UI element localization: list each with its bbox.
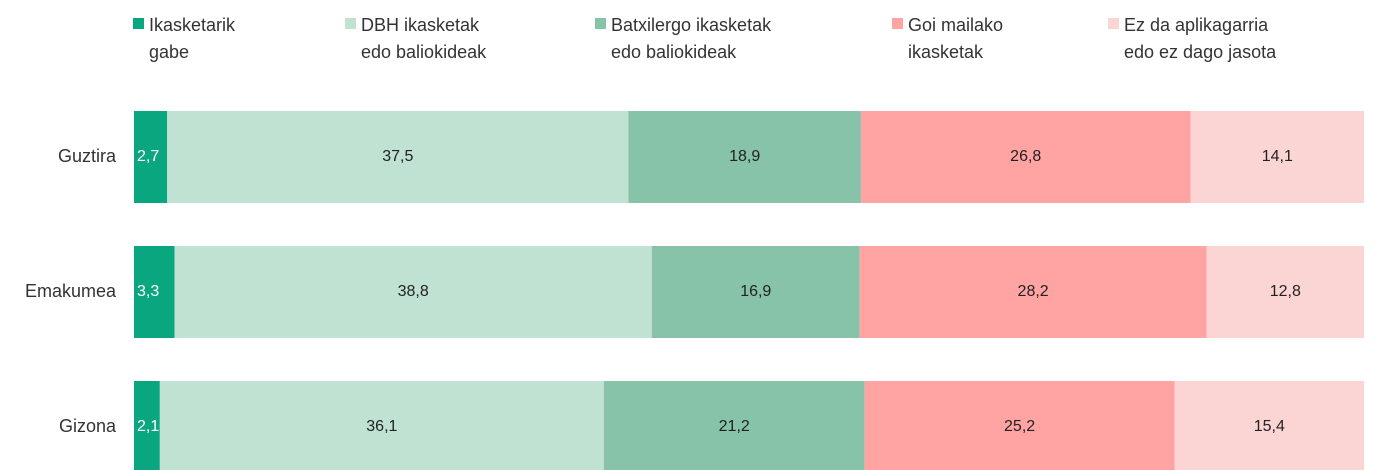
- legend-item: DBH ikasketak edo baliokideak: [345, 12, 511, 66]
- legend-item: Ikasketarik gabe: [133, 12, 259, 66]
- data-label: 26,8: [1010, 148, 1041, 165]
- legend-swatch: [345, 18, 356, 29]
- legend-label: DBH ikasketak edo baliokideak: [361, 15, 487, 62]
- data-label: 38,8: [398, 283, 429, 300]
- data-label: 28,2: [1018, 283, 1049, 300]
- bar-segment: [603, 381, 865, 470]
- category-label: Emakumea: [25, 281, 117, 301]
- bar-segment: [1190, 111, 1364, 203]
- legend: Ikasketarik gabe DBH ikasketak edo baliok…: [0, 0, 1377, 80]
- data-label: 16,9: [740, 283, 771, 300]
- bar-segment: [1206, 246, 1364, 338]
- bar-segment: [134, 111, 168, 203]
- legend-swatch: [595, 18, 606, 29]
- legend-item: Ez da aplikagarria edo ez dago jasota: [1108, 12, 1294, 66]
- legend-label: Ikasketarik gabe: [149, 15, 236, 62]
- legend-item: Batxilergo ikasketak edo baliokideak: [595, 12, 801, 66]
- legend-item: Goi mailako ikasketak: [892, 12, 1038, 66]
- category-label: Guztira: [58, 146, 117, 166]
- legend-label: Goi mailako ikasketak: [908, 15, 1004, 62]
- bar-segment: [628, 111, 861, 203]
- bar-segment: [1174, 381, 1364, 470]
- legend-label: Ez da aplikagarria edo ez dago jasota: [1124, 15, 1277, 62]
- data-label: 25,2: [1004, 418, 1035, 435]
- legend-swatch: [1108, 18, 1119, 29]
- legend-swatch: [133, 18, 144, 29]
- data-label: 2,7: [137, 148, 159, 165]
- bar-segment: [651, 246, 860, 338]
- data-label: 15,4: [1254, 418, 1285, 435]
- bar-segment: [134, 246, 175, 338]
- legend-swatch: [892, 18, 903, 29]
- data-label: 36,1: [366, 418, 397, 435]
- bar-segment: [167, 111, 629, 203]
- data-label: 18,9: [729, 148, 760, 165]
- bar-segment: [860, 111, 1191, 203]
- data-label: 12,8: [1270, 283, 1301, 300]
- category-label: Gizona: [59, 416, 117, 436]
- legend-label: Batxilergo ikasketak edo baliokideak: [611, 15, 772, 62]
- bar-segment: [174, 246, 652, 338]
- bar-segment: [159, 381, 604, 470]
- data-label: 2,1: [137, 418, 159, 435]
- data-label: 3,3: [137, 283, 159, 300]
- bar-segment: [134, 381, 160, 470]
- data-label: 37,5: [382, 148, 413, 165]
- bar-segment: [864, 381, 1175, 470]
- data-label: 21,2: [719, 418, 750, 435]
- data-label: 14,1: [1262, 148, 1293, 165]
- bar-segment: [859, 246, 1207, 338]
